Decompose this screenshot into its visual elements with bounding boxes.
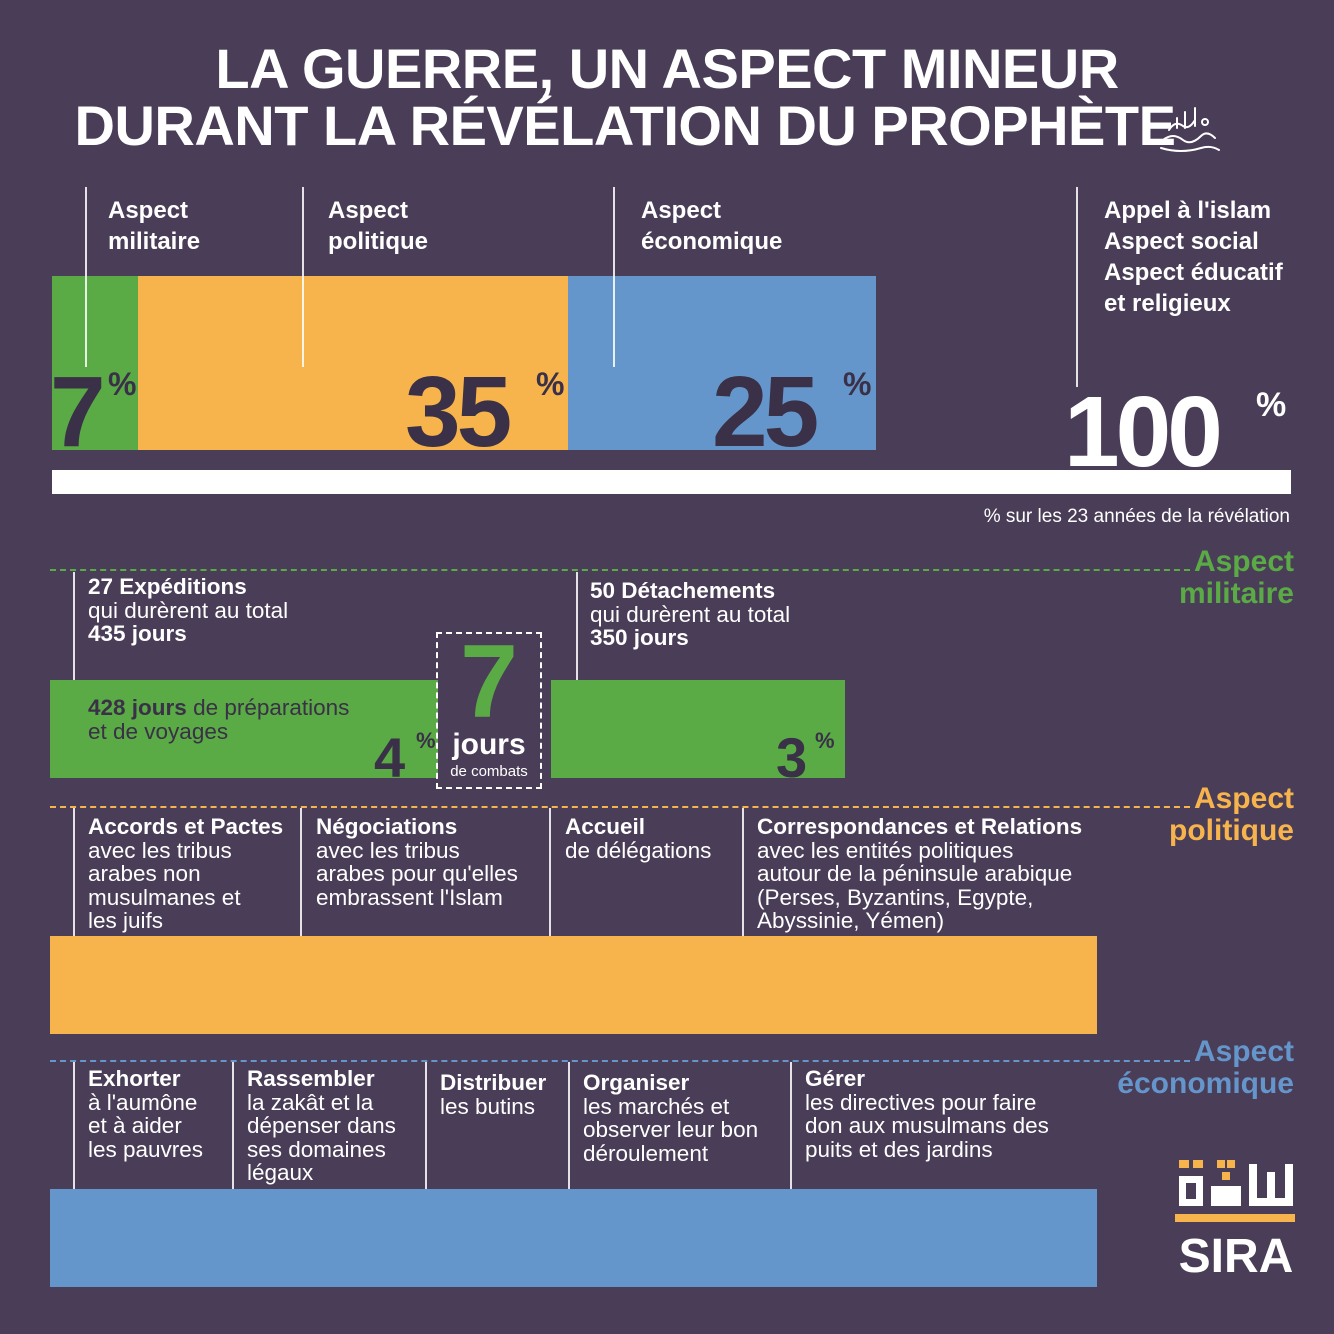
economic-item-organiser: Organiser les marchés et observer leur bo… — [583, 1070, 759, 1166]
combat-days-word: jours — [452, 728, 526, 761]
pointer-line-political-1 — [73, 808, 75, 950]
pointer-line-economic-5 — [790, 1062, 792, 1202]
value-expeditions-pct: 4 — [374, 726, 405, 789]
political-item-accueil: Accueil de délégations — [565, 814, 712, 863]
bar-expeditions — [50, 680, 438, 778]
pointer-line-political-3 — [549, 808, 551, 950]
bar-military — [52, 276, 138, 450]
preparation-text: 428 jours de préparations et de voyages — [88, 695, 350, 744]
pointer-line-economic-3 — [425, 1062, 427, 1202]
bar-detachments — [551, 680, 845, 778]
divider-political — [50, 806, 1190, 808]
bar-economic — [568, 276, 876, 450]
label-economic: Aspect économique — [641, 197, 783, 255]
pct-sign-expeditions: % — [416, 728, 436, 753]
value-political: 35 — [405, 356, 512, 468]
divider-military — [50, 569, 1190, 571]
economic-item-exhorter: Exhorter à l'aumône et à aider les pauvre… — [88, 1066, 204, 1162]
pointer-line-political-2 — [300, 808, 302, 950]
bar-political — [138, 276, 568, 450]
pointer-line-detachments — [576, 572, 578, 714]
economic-item-distribuer: Distribuer les butins — [440, 1070, 547, 1119]
value-detachments-pct: 3 — [776, 726, 807, 789]
political-item-accords: Accords et Pactes avec les tribus arabes … — [88, 814, 284, 933]
label-military: Aspect militaire — [108, 197, 201, 255]
political-item-negociations: Négociations avec les tribus arabes pour … — [316, 814, 518, 910]
section-label-military: Aspect militaire — [1178, 545, 1294, 610]
divider-economic — [50, 1060, 1190, 1062]
sira-arabic-logo-icon — [1175, 1160, 1295, 1222]
label-political: Aspect politique — [328, 197, 428, 255]
pointer-line-expeditions — [73, 572, 75, 714]
combat-days-box — [436, 632, 542, 789]
bar-full-100 — [52, 470, 1291, 494]
logo-text: SIRA — [1178, 1230, 1294, 1283]
detachments-text: 50 Détachements qui durèrent au total 35… — [590, 578, 791, 650]
combat-days-sub: de combats — [450, 763, 528, 780]
title-line-1: LA GUERRE, UN ASPECT MINEUR — [215, 37, 1119, 100]
value-economic: 25 — [712, 356, 819, 468]
pointer-line-economic — [613, 187, 615, 367]
value-full: 100 — [1064, 376, 1223, 488]
section-label-economic: Aspect économique — [1117, 1035, 1294, 1100]
title-line-2: DURANT LA RÉVÉLATION DU PROPHÈTE — [74, 94, 1176, 157]
chart-caption: % sur les 23 années de la révélation — [983, 506, 1290, 527]
political-item-correspondances: Correspondances et Relations avec les en… — [757, 814, 1083, 933]
bar-political-detail — [50, 936, 1097, 1034]
economic-item-gerer: Gérer les directives pour faire don aux m… — [805, 1066, 1049, 1162]
pct-sign-detachments: % — [815, 728, 835, 753]
combat-days-number: 7 — [460, 624, 518, 740]
bar-economic-detail — [50, 1189, 1097, 1287]
value-military: 7 — [50, 356, 106, 468]
pct-sign-political: % — [536, 366, 565, 402]
pct-sign-economic: % — [843, 366, 872, 402]
pointer-line-political-4 — [742, 808, 744, 950]
pointer-line-political — [302, 187, 304, 367]
pointer-line-economic-1 — [73, 1062, 75, 1202]
economic-item-rassembler: Rassembler la zakât et la dépenser dans s… — [247, 1066, 396, 1185]
section-label-political: Aspect politique — [1169, 782, 1294, 847]
pointer-line-economic-4 — [568, 1062, 570, 1202]
pointer-line-full — [1076, 187, 1078, 387]
pct-sign-military: % — [108, 366, 137, 402]
pointer-line-economic-2 — [232, 1062, 234, 1202]
salawat-calligraphy-icon — [1160, 107, 1220, 152]
pointer-line-military — [85, 187, 87, 367]
pct-sign-full: % — [1256, 386, 1287, 424]
label-full: Appel à l'islam Aspect social Aspect éduc… — [1104, 197, 1283, 317]
expeditions-text: 27 Expéditions qui durèrent au total 435… — [88, 574, 289, 646]
